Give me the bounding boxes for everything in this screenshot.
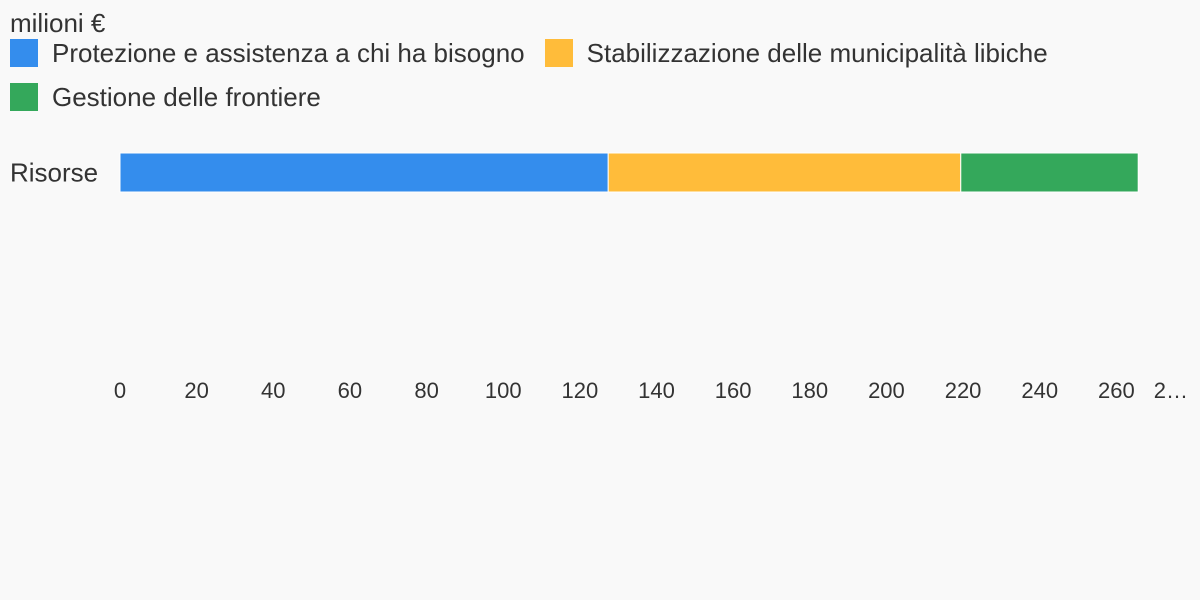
bar-segment[interactable]: [119, 152, 609, 193]
legend-item[interactable]: Stabilizzazione delle municipalità libic…: [544, 38, 1048, 68]
x-tick-label: 160: [715, 378, 752, 403]
x-tick-label: 200: [868, 378, 905, 403]
legend-swatch: [10, 39, 38, 67]
unit-label: milioni €: [10, 8, 106, 38]
x-tick-label: 0: [114, 378, 126, 403]
legend-label: Stabilizzazione delle municipalità libic…: [586, 38, 1048, 68]
x-tick-label: 120: [561, 378, 598, 403]
x-tick-label: 20: [184, 378, 208, 403]
x-tick-label: 60: [338, 378, 362, 403]
x-tick-label: 180: [791, 378, 828, 403]
x-tick-label: 140: [638, 378, 675, 403]
x-tick-label: 100: [485, 378, 522, 403]
legend-swatch: [10, 83, 38, 111]
x-tick-label: 80: [414, 378, 438, 403]
chart-legend: Protezione e assistenza a chi ha bisogno…: [10, 38, 1190, 112]
legend-item[interactable]: Gestione delle frontiere: [10, 82, 321, 112]
legend-label: Protezione e assistenza a chi ha bisogno: [52, 38, 525, 68]
category-label: Risorse: [10, 158, 98, 188]
bar-segment[interactable]: [960, 152, 1139, 193]
bar-segment[interactable]: [607, 152, 962, 193]
x-tick-label: 240: [1021, 378, 1058, 403]
x-tick-label: 40: [261, 378, 285, 403]
x-tick-label: 260: [1098, 378, 1135, 403]
legend-label: Gestione delle frontiere: [52, 82, 321, 112]
legend-item[interactable]: Protezione e assistenza a chi ha bisogno: [10, 38, 525, 68]
x-tick-label: 220: [945, 378, 982, 403]
legend-swatch: [544, 39, 573, 67]
x-tick-label: 2…: [1154, 378, 1188, 403]
